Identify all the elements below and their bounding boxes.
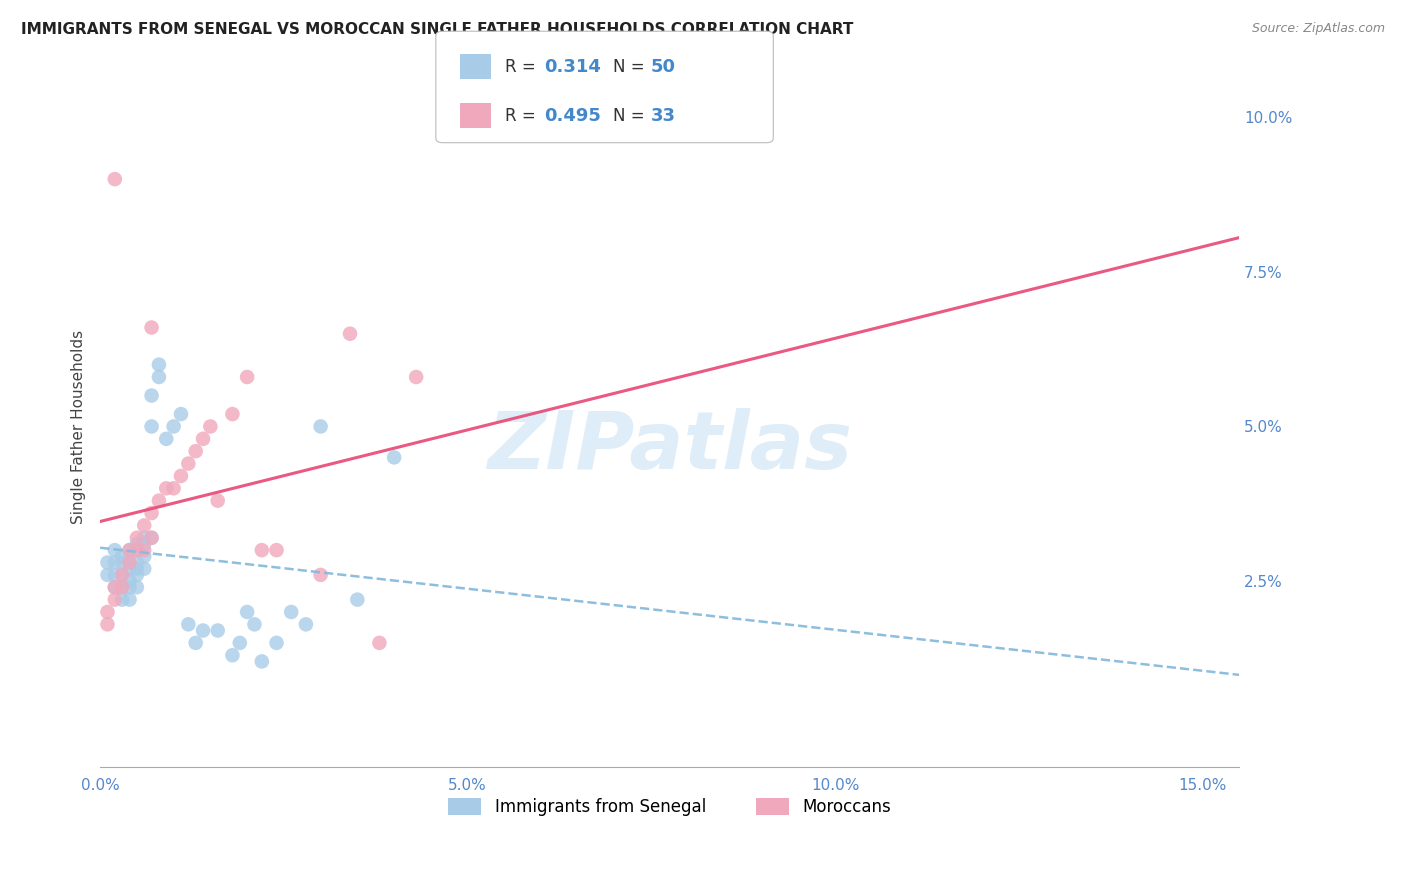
Text: Source: ZipAtlas.com: Source: ZipAtlas.com (1251, 22, 1385, 36)
Point (346, 592, 368, 607)
Point (382, 450, 405, 465)
Point (141, 320, 163, 334)
Point (266, 636, 288, 650)
Point (104, 172, 127, 186)
Point (141, 419, 163, 434)
Y-axis label: Single Father Households: Single Father Households (72, 329, 86, 524)
Point (221, 407, 243, 421)
Point (368, 636, 391, 650)
Point (104, 543, 127, 558)
Point (104, 580, 127, 594)
Point (118, 562, 141, 576)
Point (104, 580, 127, 594)
Text: N =: N = (613, 107, 650, 125)
Point (104, 567, 127, 582)
Point (295, 617, 318, 632)
Point (155, 481, 177, 495)
Point (118, 556, 141, 570)
Point (134, 549, 156, 564)
Point (141, 506, 163, 520)
Point (104, 556, 127, 570)
Point (266, 543, 288, 558)
Point (134, 537, 156, 551)
Point (118, 580, 141, 594)
Point (148, 493, 170, 508)
Text: 50: 50 (651, 58, 676, 76)
Point (134, 518, 156, 533)
Point (191, 432, 214, 446)
Point (243, 617, 266, 632)
Point (148, 358, 170, 372)
Point (125, 580, 148, 594)
Point (229, 636, 252, 650)
Text: R =: R = (505, 107, 541, 125)
Point (125, 562, 148, 576)
Point (309, 567, 332, 582)
Point (236, 605, 259, 619)
Point (125, 531, 148, 545)
Point (118, 543, 141, 558)
Point (155, 432, 177, 446)
Point (104, 592, 127, 607)
Point (125, 537, 148, 551)
Point (118, 543, 141, 558)
Point (309, 419, 332, 434)
Text: IMMIGRANTS FROM SENEGAL VS MOROCCAN SINGLE FATHER HOUSEHOLDS CORRELATION CHART: IMMIGRANTS FROM SENEGAL VS MOROCCAN SING… (21, 22, 853, 37)
Point (111, 567, 134, 582)
Point (250, 655, 273, 669)
Point (236, 370, 259, 384)
Point (170, 469, 193, 483)
Point (141, 531, 163, 545)
Point (250, 543, 273, 558)
Point (111, 556, 134, 570)
Point (177, 617, 200, 632)
Point (96, 605, 118, 619)
Point (184, 636, 207, 650)
Point (221, 648, 243, 663)
Point (141, 388, 163, 402)
Point (280, 605, 302, 619)
Point (200, 419, 222, 434)
Point (170, 407, 193, 421)
Point (162, 481, 184, 495)
Point (118, 574, 141, 588)
Point (118, 556, 141, 570)
Text: 33: 33 (651, 107, 676, 125)
Point (134, 531, 156, 545)
Point (111, 567, 134, 582)
Point (111, 592, 134, 607)
Text: R =: R = (505, 58, 541, 76)
Point (125, 543, 148, 558)
Point (207, 624, 229, 638)
Point (184, 444, 207, 458)
Point (125, 567, 148, 582)
Point (134, 543, 156, 558)
Text: N =: N = (613, 58, 650, 76)
Text: ZIPatlas: ZIPatlas (488, 408, 852, 486)
Point (111, 580, 134, 594)
Point (177, 457, 200, 471)
Point (125, 556, 148, 570)
Point (96, 617, 118, 632)
Point (191, 624, 214, 638)
Point (96, 567, 118, 582)
Point (111, 549, 134, 564)
Point (207, 493, 229, 508)
Point (111, 580, 134, 594)
Legend: Immigrants from Senegal, Moroccans: Immigrants from Senegal, Moroccans (441, 791, 898, 822)
Point (118, 592, 141, 607)
Point (125, 543, 148, 558)
Text: 0.314: 0.314 (544, 58, 600, 76)
Text: 0.495: 0.495 (544, 107, 600, 125)
Point (339, 326, 361, 341)
Point (134, 562, 156, 576)
Point (141, 531, 163, 545)
Point (148, 370, 170, 384)
Point (405, 370, 427, 384)
Point (96, 556, 118, 570)
Point (162, 419, 184, 434)
